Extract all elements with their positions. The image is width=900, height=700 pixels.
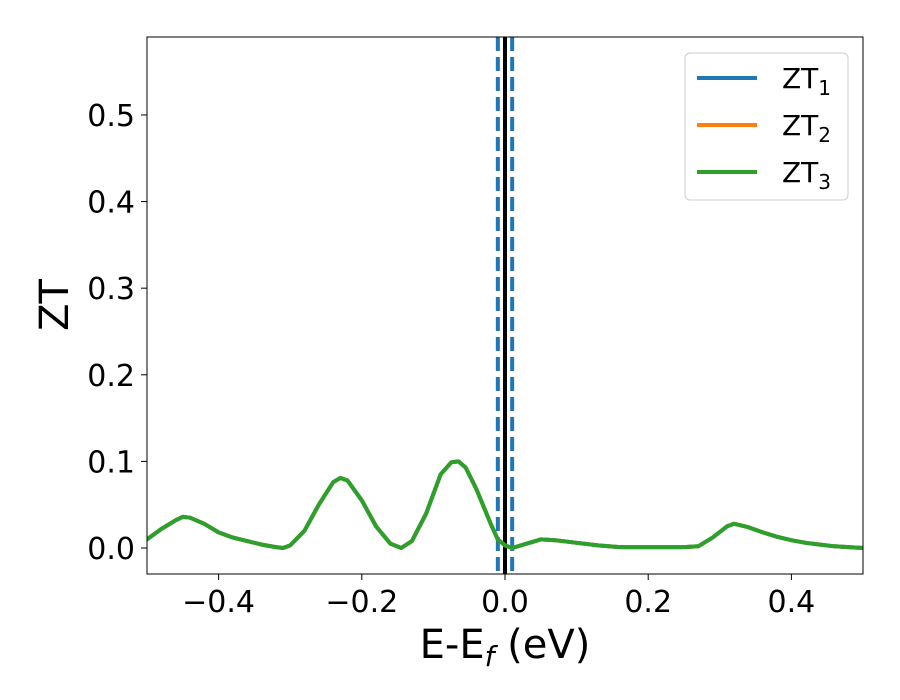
legend-label-subscript: 3 (818, 170, 831, 194)
y-tick-label: 0.4 (87, 186, 135, 221)
plot-area (146, 36, 864, 575)
x-tick-label: −0.2 (325, 585, 398, 620)
legend-label-2: ZT2 (782, 109, 831, 147)
y-axis-ticks: 0.0 0.1 0.2 0.3 0.4 0.5 (87, 99, 147, 567)
legend-label-subscript: 2 (818, 123, 831, 147)
legend-label-1: ZT1 (782, 62, 831, 100)
x-tick-label: −0.4 (182, 585, 255, 620)
legend-box (684, 52, 849, 201)
x-tick-label: 0.0 (481, 585, 529, 620)
x-axis-label-suffix: (eV) (494, 622, 590, 668)
y-tick-label: 0.2 (87, 359, 135, 394)
y-tick-label: 0.1 (87, 445, 135, 480)
x-tick-label: 0.2 (624, 585, 672, 620)
y-tick-label: 0.5 (87, 99, 135, 134)
x-axis-label: E-Ef (eV) (420, 622, 591, 673)
x-axis-label-main: E-E (420, 622, 485, 668)
y-tick-label: 0.3 (87, 272, 135, 307)
legend-label-subscript: 1 (818, 76, 831, 100)
y-axis-label: ZT (32, 279, 78, 331)
x-tick-label: 0.4 (768, 585, 816, 620)
legend-label-main: ZT (782, 156, 819, 189)
legend-label-main: ZT (782, 62, 819, 95)
x-axis-ticks: −0.4 −0.2 0.0 0.2 0.4 (182, 574, 815, 620)
series-line-3 (147, 459, 863, 550)
legend-label-main: ZT (782, 109, 819, 142)
legend-label-3: ZT3 (782, 156, 831, 194)
plot-content (147, 37, 863, 574)
y-tick-label: 0.0 (87, 532, 135, 567)
